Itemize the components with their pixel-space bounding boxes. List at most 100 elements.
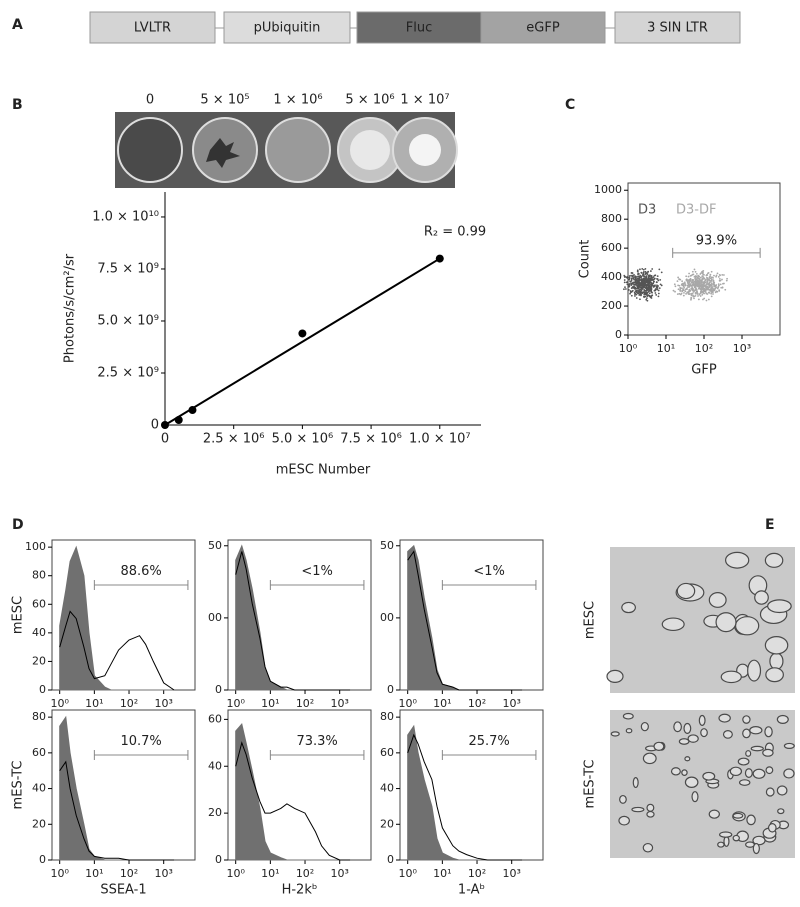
gate-percent: 73.3% <box>296 734 337 749</box>
event-dot <box>649 281 652 284</box>
well-label: 5 × 10⁵ <box>200 93 249 108</box>
event-dot <box>660 284 663 287</box>
y-axis-label: Count <box>578 240 593 279</box>
event-dot <box>701 279 704 281</box>
cell <box>783 768 795 779</box>
population-label: D3-DF <box>676 203 716 218</box>
event-dot <box>639 282 642 284</box>
event-dot <box>717 275 720 278</box>
event-dot <box>623 279 626 281</box>
event-dot <box>641 280 643 283</box>
x-tick-label: 10³ <box>154 697 172 710</box>
event-dot <box>640 279 643 281</box>
event-dot <box>646 273 649 276</box>
event-dot <box>708 276 711 279</box>
event-dot <box>684 288 687 291</box>
x-tick-label: 10² <box>120 867 138 880</box>
control-histogram <box>407 544 523 691</box>
event-dot <box>648 292 651 295</box>
event-dot <box>630 284 633 287</box>
event-dot <box>696 290 698 292</box>
event-dot <box>698 293 701 295</box>
well-label: 5 × 10⁶ <box>345 93 394 108</box>
event-dot <box>691 270 694 273</box>
event-dot <box>645 272 648 275</box>
event-dot <box>712 284 715 286</box>
data-point <box>298 329 307 338</box>
event-dot <box>687 286 689 288</box>
cell <box>673 721 682 733</box>
gate-percent: 10.7% <box>120 734 161 749</box>
y-tick-label: 50 <box>208 539 222 552</box>
cell <box>723 835 730 847</box>
x-tick-label: 10³ <box>330 867 348 880</box>
well <box>117 117 183 183</box>
well-label: 1 × 10⁶ <box>273 93 322 108</box>
event-dot <box>655 281 658 284</box>
event-dot <box>646 294 649 297</box>
event-dot <box>712 293 714 295</box>
event-dot <box>694 270 697 273</box>
event-dot <box>704 279 707 282</box>
event-dot <box>623 274 626 277</box>
gate-percent: <1% <box>473 564 505 579</box>
event-dot <box>687 275 690 278</box>
event-dot <box>715 286 718 289</box>
event-dot <box>699 295 702 297</box>
event-dot <box>650 288 653 291</box>
cell <box>684 756 691 762</box>
cell <box>618 815 630 826</box>
event-dot <box>647 276 650 279</box>
event-dot <box>681 284 684 287</box>
event-dot <box>685 275 688 278</box>
cell <box>777 808 785 815</box>
event-dot <box>706 281 708 284</box>
y-tick-label: 40 <box>208 759 222 772</box>
cell <box>783 742 795 749</box>
cell <box>619 794 627 804</box>
x-tick-label: 10³ <box>330 697 348 710</box>
event-dot <box>633 278 636 281</box>
event-dot <box>690 281 693 284</box>
x-tick-label: 10¹ <box>261 697 279 710</box>
construct-segment <box>89 11 216 44</box>
event-dot <box>631 275 634 278</box>
x-tick-label: 10¹ <box>433 867 451 880</box>
y-tick-label: 400 <box>601 270 622 283</box>
x-axis-label: SSEA-1 <box>100 883 146 898</box>
cell <box>646 803 655 812</box>
event-dot <box>655 294 658 296</box>
event-dot <box>685 278 688 281</box>
gate-bracket <box>93 580 189 590</box>
event-dot <box>630 272 633 274</box>
cell <box>776 785 788 796</box>
event-dot <box>649 284 651 286</box>
event-dot <box>696 276 699 279</box>
event-dot <box>718 277 721 280</box>
event-dot <box>692 294 694 297</box>
event-dot <box>677 276 680 279</box>
event-dot <box>656 275 659 278</box>
event-dot <box>688 288 691 291</box>
y-tick-label: 60 <box>208 712 222 725</box>
event-dot <box>645 289 648 292</box>
cell <box>754 590 769 605</box>
event-dot <box>648 289 650 291</box>
event-dot <box>631 286 634 289</box>
event-dot <box>684 290 687 293</box>
event-dot <box>678 284 681 287</box>
event-dot <box>677 284 680 287</box>
cell <box>752 768 766 779</box>
y-tick-label: 80 <box>32 569 46 582</box>
cell <box>700 728 708 738</box>
cell <box>725 551 750 569</box>
event-dot <box>698 286 701 289</box>
event-dot <box>645 297 648 300</box>
cell <box>720 670 742 684</box>
event-dot <box>709 273 712 276</box>
event-dot <box>639 290 642 293</box>
event-dot <box>641 267 644 270</box>
cell <box>683 722 692 734</box>
construct-label: 3 SIN LTR <box>647 21 708 36</box>
x-tick-label: 10² <box>120 697 138 710</box>
